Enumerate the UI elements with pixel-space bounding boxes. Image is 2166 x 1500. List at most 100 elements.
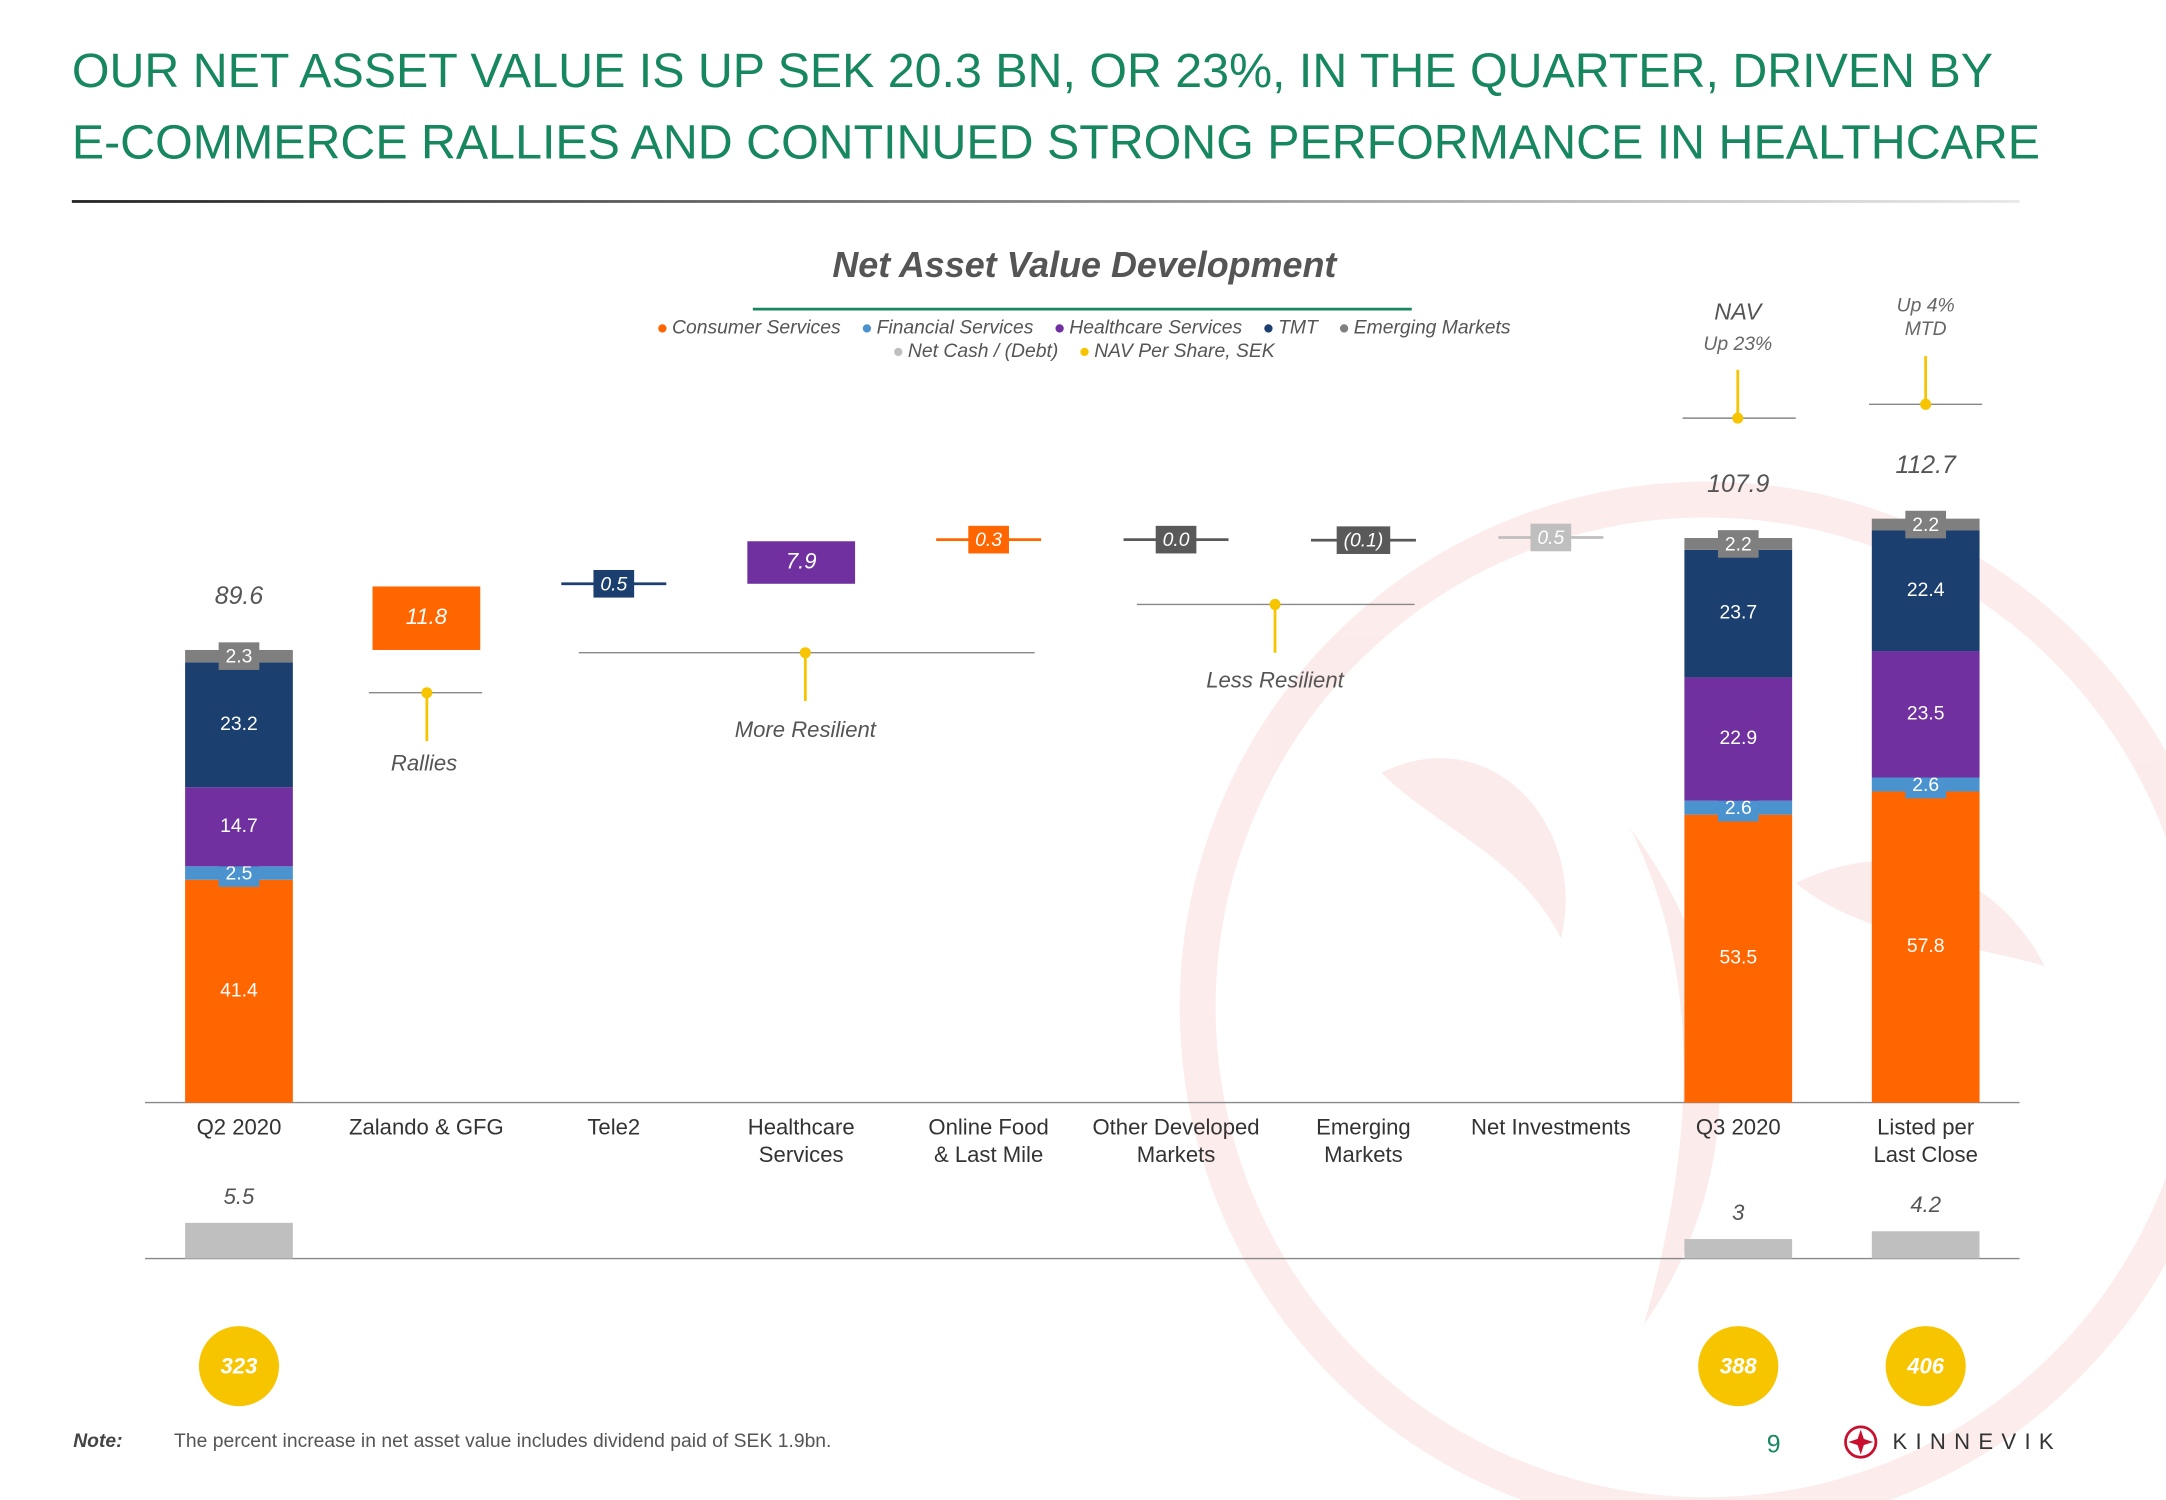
value-label: 41.4 [220, 980, 258, 1001]
bar-segment [185, 879, 293, 1103]
label-box [218, 642, 260, 670]
bar-segment [1871, 651, 1980, 778]
markers [368, 356, 1983, 742]
watermark [1179, 481, 2166, 1500]
legend-label: Emerging Markets [1354, 318, 1511, 339]
change-bar [747, 541, 856, 584]
category-label: Net Investments [1470, 1116, 1631, 1140]
value-label-text: 0.5 [1537, 528, 1564, 549]
annotation: NAV [1714, 298, 1763, 324]
annotation: Up 4% [1897, 295, 1955, 316]
nav-per-share-label: 323 [221, 1353, 259, 1378]
x-tick-label: Net Investments [1470, 1116, 1631, 1140]
label-box [968, 525, 1009, 554]
header: OUR NET ASSET VALUE IS UP SEK 20.3 BN, O… [71, 44, 2041, 170]
net-cash-bar [185, 1222, 293, 1259]
value-label-text: 0.5 [600, 574, 627, 595]
page-number: 9 [1767, 1432, 1781, 1459]
legend-label: TMT [1278, 318, 1319, 339]
total-label: 107.9 [1707, 471, 1769, 498]
legend-dot [1080, 347, 1089, 357]
value-label: 2.2 [1717, 530, 1759, 558]
nav-per-share-dot [198, 1326, 280, 1407]
legend-label: NAV Per Share, SEK [1094, 341, 1276, 362]
value-label: 0.0 [1155, 525, 1197, 554]
legend-label: Financial Services [877, 318, 1034, 339]
header-rule [71, 200, 2020, 203]
value-label: 23.7 [1719, 603, 1757, 624]
logo-icon [1844, 1425, 1878, 1459]
net-cash-label: 3 [1732, 1200, 1745, 1225]
value-label: 0.5 [593, 569, 635, 598]
annotation: More Resilient [735, 717, 877, 742]
total-label: 112.7 [1896, 452, 1958, 479]
x-tick-label: Healthcare Services [747, 1116, 855, 1168]
label-box [1155, 525, 1197, 554]
value-label: 23.5 [1907, 703, 1945, 724]
x-tick-label: Zalando & GFG [348, 1116, 504, 1140]
category-label: Q2 2020 [196, 1116, 282, 1140]
label-box [1336, 526, 1391, 554]
category-label: Other Developed Markets [1092, 1116, 1260, 1168]
bar-segment [1871, 530, 1980, 652]
bar-segment [1871, 791, 1980, 1103]
value-label: 53.5 [1719, 948, 1757, 969]
value-label: 7.9 [786, 548, 817, 573]
legend-row: Net Cash / (Debt) NAV Per Share, SEK [894, 341, 1276, 362]
x-tick-label: Online Food & Last Mile [928, 1116, 1049, 1168]
category-label: Listed per Last Close [1873, 1116, 1978, 1168]
x-tick-label: Q2 2020 [196, 1116, 282, 1140]
x-tick-label: Tele2 [587, 1116, 641, 1140]
net-cash-bar [1871, 1231, 1980, 1259]
value-label-text: 2.6 [1912, 775, 1939, 796]
value-label: 0.3 [968, 525, 1009, 554]
nav-per-share-dot [1885, 1326, 1966, 1407]
x-tick-label: Listed per Last Close [1873, 1116, 1978, 1168]
value-label: 0.5 [1530, 523, 1572, 552]
category-label: Healthcare Services [747, 1116, 855, 1168]
value-label: 22.9 [1719, 728, 1757, 749]
value-label-text: 2.2 [1725, 534, 1752, 555]
note-label: Note: [73, 1431, 122, 1452]
x-tick-label: Other Developed Markets [1092, 1116, 1260, 1168]
bar-segment [185, 787, 293, 867]
value-label-text: (0.1) [1344, 531, 1384, 552]
legend-row: Consumer Services Financial Services Healt… [658, 318, 1511, 339]
net-cash-label: 4.2 [1910, 1192, 1941, 1217]
annotation: Rallies [391, 750, 457, 775]
value-label: 57.8 [1907, 936, 1945, 957]
value-label: (0.1) [1336, 526, 1391, 554]
label-box [593, 569, 635, 598]
legend-dot [894, 347, 903, 357]
legend-dot [862, 324, 872, 333]
legend-dot [1264, 324, 1273, 333]
value-label-text: 2.6 [1725, 798, 1752, 819]
header-title: OUR NET ASSET VALUE IS UP SEK 20.3 BN, O… [71, 44, 2041, 170]
value-label-text: 0.3 [975, 530, 1002, 551]
value-label: 11.8 [406, 604, 448, 629]
legend-dot [1339, 324, 1349, 333]
chart-title: Net Asset Value Development [832, 245, 1338, 285]
nav-per-share-label: 406 [1906, 1353, 1945, 1378]
category-label: Tele2 [587, 1116, 641, 1140]
value-label-text: 2.5 [226, 864, 253, 885]
label-box [1717, 530, 1759, 558]
value-label-text: 2.2 [1912, 515, 1939, 536]
annotation: MTD [1905, 319, 1947, 340]
nav-per-share-dot [1698, 1326, 1779, 1407]
category-label: Q3 2020 [1696, 1116, 1781, 1139]
category-label: Zalando & GFG [348, 1116, 504, 1140]
value-label: 14.7 [220, 816, 258, 837]
value-label-text: 0.0 [1163, 530, 1190, 551]
category-label: Online Food & Last Mile [928, 1116, 1049, 1168]
value-label-text: 2.3 [226, 647, 253, 668]
change-bar [372, 586, 481, 650]
legend-dot [1055, 324, 1064, 333]
legend-label: Healthcare Services [1069, 318, 1242, 339]
total-label: 89.6 [215, 583, 264, 610]
value-label: 2.3 [218, 642, 260, 670]
value-label: 2.2 [1905, 510, 1947, 539]
label-box [1905, 510, 1947, 539]
plot: Q2 2020 41.4 2.5 14.7 23.2 2.3 89.6 5.5 323 Zalan… [185, 318, 1980, 1407]
